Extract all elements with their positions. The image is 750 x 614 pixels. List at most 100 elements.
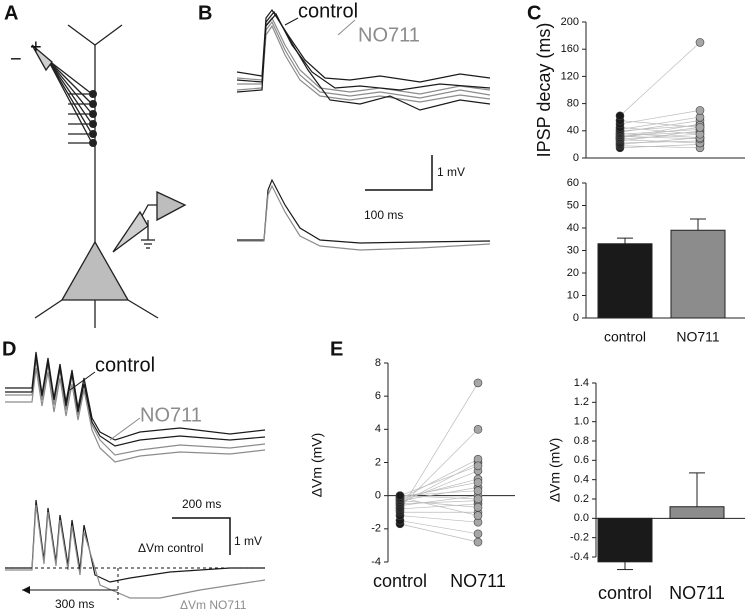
point — [473, 425, 483, 434]
pair-line — [619, 139, 701, 144]
y-tick-label: 50 — [567, 199, 579, 211]
bar — [597, 243, 653, 319]
bar — [669, 506, 725, 519]
y-tick-label: 2 — [375, 456, 381, 468]
stim-sign: − — [10, 48, 22, 70]
pair-line — [399, 523, 479, 543]
point — [395, 491, 405, 500]
pair-line — [399, 500, 479, 505]
y-tick-label: -2 — [371, 523, 381, 535]
scale-label: 1 mV — [437, 165, 465, 179]
y-tick-label: 1.4 — [574, 377, 589, 389]
bar — [597, 517, 653, 563]
y-tick-label: 1.0 — [574, 416, 589, 428]
y-tick-label: 0.0 — [574, 512, 589, 524]
panel-label: A — [4, 2, 18, 24]
point — [473, 378, 483, 388]
point — [695, 38, 705, 47]
pair-line — [399, 490, 479, 497]
y-tick-label: 160 — [561, 43, 579, 55]
synapse-dots — [89, 90, 97, 147]
point — [695, 123, 705, 132]
y-tick-label: 10 — [567, 289, 579, 301]
y-tick-label: 8 — [375, 357, 381, 369]
point — [473, 494, 483, 504]
bar — [670, 229, 726, 319]
y-tick-label: 40 — [567, 222, 579, 234]
point — [695, 106, 705, 115]
point — [473, 502, 483, 512]
y-tick-label: 6 — [375, 390, 381, 402]
stim-sign: + — [30, 36, 42, 58]
scale-label: 1 mV — [234, 534, 262, 548]
pair-line — [619, 133, 701, 140]
pair-line — [399, 470, 479, 503]
panel-label: D — [2, 338, 16, 360]
y-tick-label: -0.4 — [570, 551, 589, 563]
y-tick-label: 0 — [573, 152, 579, 164]
y-tick-label: 0.4 — [574, 474, 589, 486]
y-tick-label: 1.2 — [574, 396, 589, 408]
pair-line — [399, 465, 479, 496]
trace-label: NO711 — [140, 404, 202, 426]
point — [473, 537, 483, 547]
trace-label: NO711 — [358, 24, 420, 46]
y-tick-label: 80 — [567, 98, 579, 110]
ipsp-traces — [236, 8, 491, 251]
y-tick-label: 120 — [561, 70, 579, 82]
point — [615, 111, 625, 121]
neuron-diagram — [31, 24, 187, 328]
annotation: ΔVm control — [138, 541, 203, 555]
y-tick-label: 60 — [567, 177, 579, 189]
pair-line — [619, 127, 701, 135]
y-tick-label: 30 — [567, 244, 579, 256]
y-axis-label: ΔVm (mV) — [309, 433, 325, 498]
annotation: ΔVm NO711 — [180, 598, 247, 612]
x-tick-label: control — [373, 571, 427, 591]
pair-line — [619, 127, 701, 138]
pair-line — [399, 515, 479, 523]
pair-line — [399, 496, 479, 516]
y-tick-label: 4 — [375, 423, 381, 435]
pair-line — [399, 487, 479, 501]
point — [473, 529, 483, 539]
annotation: 300 ms — [55, 597, 94, 611]
x-tick-label: NO711 — [669, 583, 725, 603]
y-tick-label: -4 — [371, 556, 381, 568]
panel-label: C — [527, 2, 541, 24]
y-tick-label: 20 — [567, 267, 579, 279]
point — [473, 486, 483, 495]
pair-line — [619, 133, 701, 138]
y-tick-label: 0.6 — [574, 454, 589, 466]
trace-label: control — [298, 0, 358, 22]
pair-line — [399, 500, 479, 508]
y-tick-label: 0.2 — [574, 493, 589, 505]
y-tick-label: 0 — [375, 490, 381, 502]
pair-line — [619, 135, 701, 140]
point — [473, 461, 483, 471]
pair-line — [399, 458, 479, 500]
train-traces — [5, 351, 266, 600]
y-tick-label: -0.2 — [570, 532, 589, 544]
pair-line — [619, 116, 701, 130]
pair-line — [619, 42, 701, 117]
pair-line — [399, 478, 479, 500]
pair-line — [619, 144, 701, 149]
point — [473, 511, 483, 520]
pair-line — [619, 120, 701, 128]
x-tick-label: NO711 — [450, 571, 506, 591]
x-tick-label: NO711 — [676, 329, 720, 345]
y-tick-label: 0.8 — [574, 435, 589, 447]
x-tick-label: control — [598, 583, 652, 603]
y-tick-label: 200 — [561, 16, 579, 28]
pair-line — [399, 495, 479, 506]
scale-label: 200 ms — [182, 497, 221, 511]
pair-line — [619, 140, 701, 144]
panel-label: E — [330, 338, 343, 360]
scale-label: 100 ms — [364, 208, 403, 222]
y-tick-label: 40 — [567, 125, 579, 137]
pair-line — [399, 382, 479, 511]
trace-label: control — [95, 354, 155, 376]
point — [473, 478, 483, 487]
